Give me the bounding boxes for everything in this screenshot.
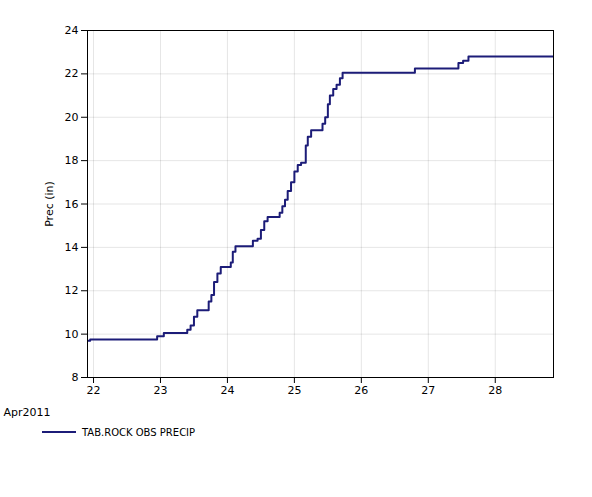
svg-text:14: 14 bbox=[65, 241, 79, 254]
svg-text:Prec (in): Prec (in) bbox=[43, 181, 56, 227]
svg-text:10: 10 bbox=[65, 328, 79, 341]
svg-text:22: 22 bbox=[65, 67, 79, 80]
svg-text:24: 24 bbox=[220, 384, 234, 397]
svg-text:20: 20 bbox=[65, 111, 79, 124]
svg-text:24: 24 bbox=[65, 24, 79, 37]
svg-text:26: 26 bbox=[354, 384, 368, 397]
svg-text:8: 8 bbox=[72, 371, 79, 384]
svg-text:22: 22 bbox=[87, 384, 101, 397]
svg-text:18: 18 bbox=[65, 154, 79, 167]
svg-text:27: 27 bbox=[421, 384, 435, 397]
svg-text:Apr2011: Apr2011 bbox=[4, 406, 51, 419]
svg-text:23: 23 bbox=[153, 384, 167, 397]
svg-text:12: 12 bbox=[65, 284, 79, 297]
svg-text:25: 25 bbox=[287, 384, 301, 397]
svg-text:28: 28 bbox=[488, 384, 502, 397]
html-text:TAB.ROCK OBS PRECIP: TAB.ROCK OBS PRECIP bbox=[82, 426, 196, 438]
svg-text:16: 16 bbox=[65, 198, 79, 211]
